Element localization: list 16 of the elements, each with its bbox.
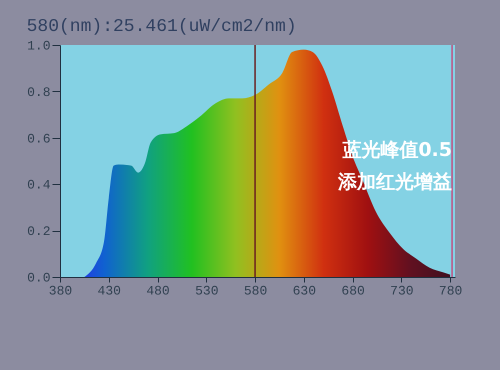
x-tick-label: 680 xyxy=(341,284,365,298)
y-tick-label: 0.0 xyxy=(27,270,50,286)
chart-title: 580(nm):25.461(uW/cm2/nm) xyxy=(26,17,297,37)
x-tick-label: 730 xyxy=(390,284,414,298)
y-tick-label: 0.8 xyxy=(27,84,50,100)
x-tick-label: 630 xyxy=(292,284,316,298)
x-tick-label: 580 xyxy=(244,284,268,298)
x-tick-label: 430 xyxy=(98,284,121,298)
x-tick-label: 780 xyxy=(438,284,462,298)
x-tick-label: 480 xyxy=(146,284,170,298)
y-tick-label: 1.0 xyxy=(27,38,50,54)
y-tick-label: 0.4 xyxy=(27,178,51,193)
y-tick-label: 0.6 xyxy=(27,131,50,146)
x-tick-label: 380 xyxy=(48,284,72,298)
x-tick-label: 530 xyxy=(195,284,218,298)
y-tick-label: 0.2 xyxy=(27,224,50,240)
